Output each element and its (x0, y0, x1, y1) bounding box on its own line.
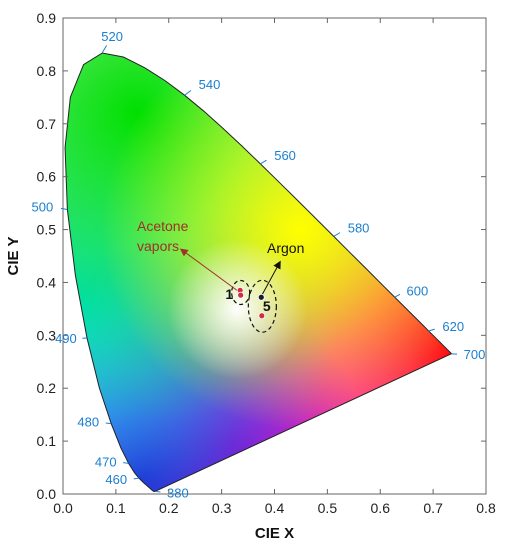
x-tick-label: 0.0 (53, 500, 73, 516)
y-tick-label: 0.1 (37, 433, 57, 449)
wavelength-tick (184, 90, 192, 96)
wavelength-tick (60, 207, 68, 210)
x-tick-label: 0.7 (423, 500, 443, 516)
data-point (258, 312, 266, 320)
y-tick-label: 0.8 (37, 63, 57, 79)
wavelength-tick (259, 159, 267, 165)
wavelength-tick (105, 422, 112, 425)
acetone-label-line: Acetone (137, 218, 189, 234)
x-tick-label: 0.4 (265, 500, 285, 516)
wavelength-label: 700 (464, 347, 486, 362)
group-label-1: 1 (225, 286, 233, 302)
y-tick-label: 0.3 (37, 327, 57, 343)
y-tick-label: 0.6 (37, 169, 57, 185)
argon-label: Argon (267, 240, 304, 256)
wavelength-label: 460 (105, 472, 127, 487)
annotations: Acetone vapors Argon 1 5 (137, 218, 304, 333)
wavelength-label: 470 (95, 454, 117, 469)
argon-arrow (260, 260, 281, 298)
wavelength-tick (428, 328, 435, 332)
y-tick-label: 0.7 (37, 116, 57, 132)
y-tick-label: 0.5 (37, 222, 57, 238)
y-axis-label: CIE Y (5, 237, 22, 276)
x-tick-label: 0.1 (106, 500, 126, 516)
wavelength-label: 540 (199, 77, 221, 92)
group-5-ellipse (247, 279, 277, 333)
group-label-5: 5 (263, 298, 271, 314)
wavelength-label: 520 (101, 29, 123, 44)
wavelength-tick (133, 477, 140, 480)
wavelength-label: 500 (32, 199, 54, 214)
x-tick-label: 0.6 (371, 500, 391, 516)
wavelength-tick (101, 45, 108, 54)
spectral-locus-outline (64, 52, 453, 492)
wavelength-label: 490 (55, 331, 77, 346)
y-tick-label: 0.2 (37, 380, 57, 396)
gamut-fill (65, 53, 452, 492)
acetone-arrow (179, 248, 241, 294)
x-tick-label: 0.5 (318, 500, 338, 516)
wavelength-tick (333, 232, 341, 237)
x-tick-label: 0.2 (159, 500, 179, 516)
wavelength-label: 620 (442, 319, 464, 334)
wavelength-label: 480 (77, 415, 99, 430)
x-axis-label: CIE X (255, 525, 294, 542)
y-tick-label: 0.9 (37, 10, 57, 26)
wavelength-label: 580 (348, 220, 370, 235)
data-point (257, 293, 265, 301)
y-tick-label: 0.4 (37, 274, 57, 290)
wavelength-tick (154, 490, 161, 493)
group-1-ellipse (231, 279, 251, 306)
wavelength-label: 560 (274, 148, 296, 163)
data-points (236, 286, 266, 320)
x-tick-label: 0.3 (212, 500, 232, 516)
wavelength-tick (123, 462, 129, 464)
acetone-label-line: vapors (137, 238, 179, 254)
wavelength-tick (394, 293, 401, 298)
x-tick-label: 0.8 (476, 500, 496, 516)
y-tick-label: 0.0 (37, 486, 57, 502)
wavelength-label: 380 (167, 485, 189, 500)
wavelength-label: 600 (407, 283, 429, 298)
data-point (237, 291, 245, 299)
color-gamut (64, 52, 453, 492)
axis-ticks: 0.0 0.1 0.2 0.3 0.4 0.5 0.6 0.7 0.8 0.0 0.1 0.2 0.3 0… (37, 10, 496, 516)
